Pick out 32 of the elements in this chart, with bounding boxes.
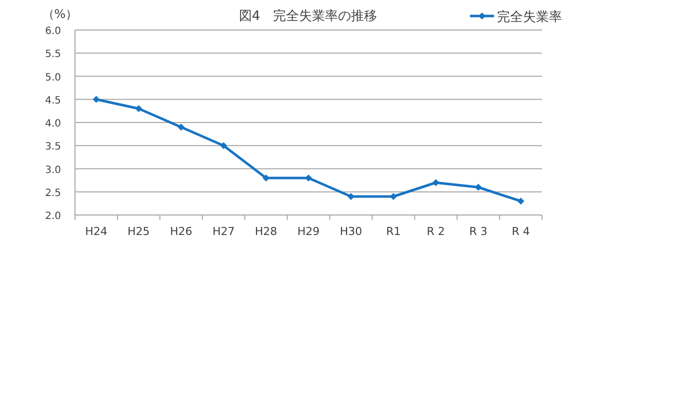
point	[135, 105, 142, 112]
x-tick-label: H28	[254, 225, 278, 238]
point	[474, 184, 482, 191]
x-tick-label: H24	[85, 225, 108, 238]
point	[347, 193, 354, 200]
point	[517, 198, 524, 205]
x-tick-label: H30	[340, 225, 362, 238]
y-tick-label: 2.5	[45, 188, 61, 199]
x-tick-label: R 3	[469, 225, 488, 238]
chart-title: 図4 完全失業率の推移	[238, 8, 378, 24]
point	[178, 124, 185, 131]
point	[220, 142, 228, 150]
x-tick-label: R 2	[426, 225, 445, 238]
legend-label: 完全失業率	[497, 9, 562, 25]
y-tick-label: 2.0	[45, 211, 61, 222]
y-tick-label: 5.5	[45, 49, 61, 60]
y-tick-label: 5.0	[45, 72, 61, 84]
y-tick-label: 3.0	[45, 164, 61, 176]
x-tick-label: R 4	[512, 225, 530, 238]
x-tick-label: R1	[386, 225, 401, 238]
x-tick-label: H26	[170, 225, 192, 238]
y-tick-label: 4.0	[45, 118, 61, 130]
y-tick-label: 6.0	[45, 26, 61, 37]
y-tick-label: 4.5	[45, 95, 61, 106]
x-tick-label: H29	[297, 225, 320, 238]
x-tick-label: H25	[128, 225, 150, 238]
x-tick-label: H27	[212, 225, 235, 238]
y-axis-title: （%）	[42, 7, 78, 21]
point	[92, 96, 100, 103]
point	[305, 174, 312, 182]
y-tick-label: 3.5	[45, 142, 61, 153]
point	[432, 179, 440, 186]
